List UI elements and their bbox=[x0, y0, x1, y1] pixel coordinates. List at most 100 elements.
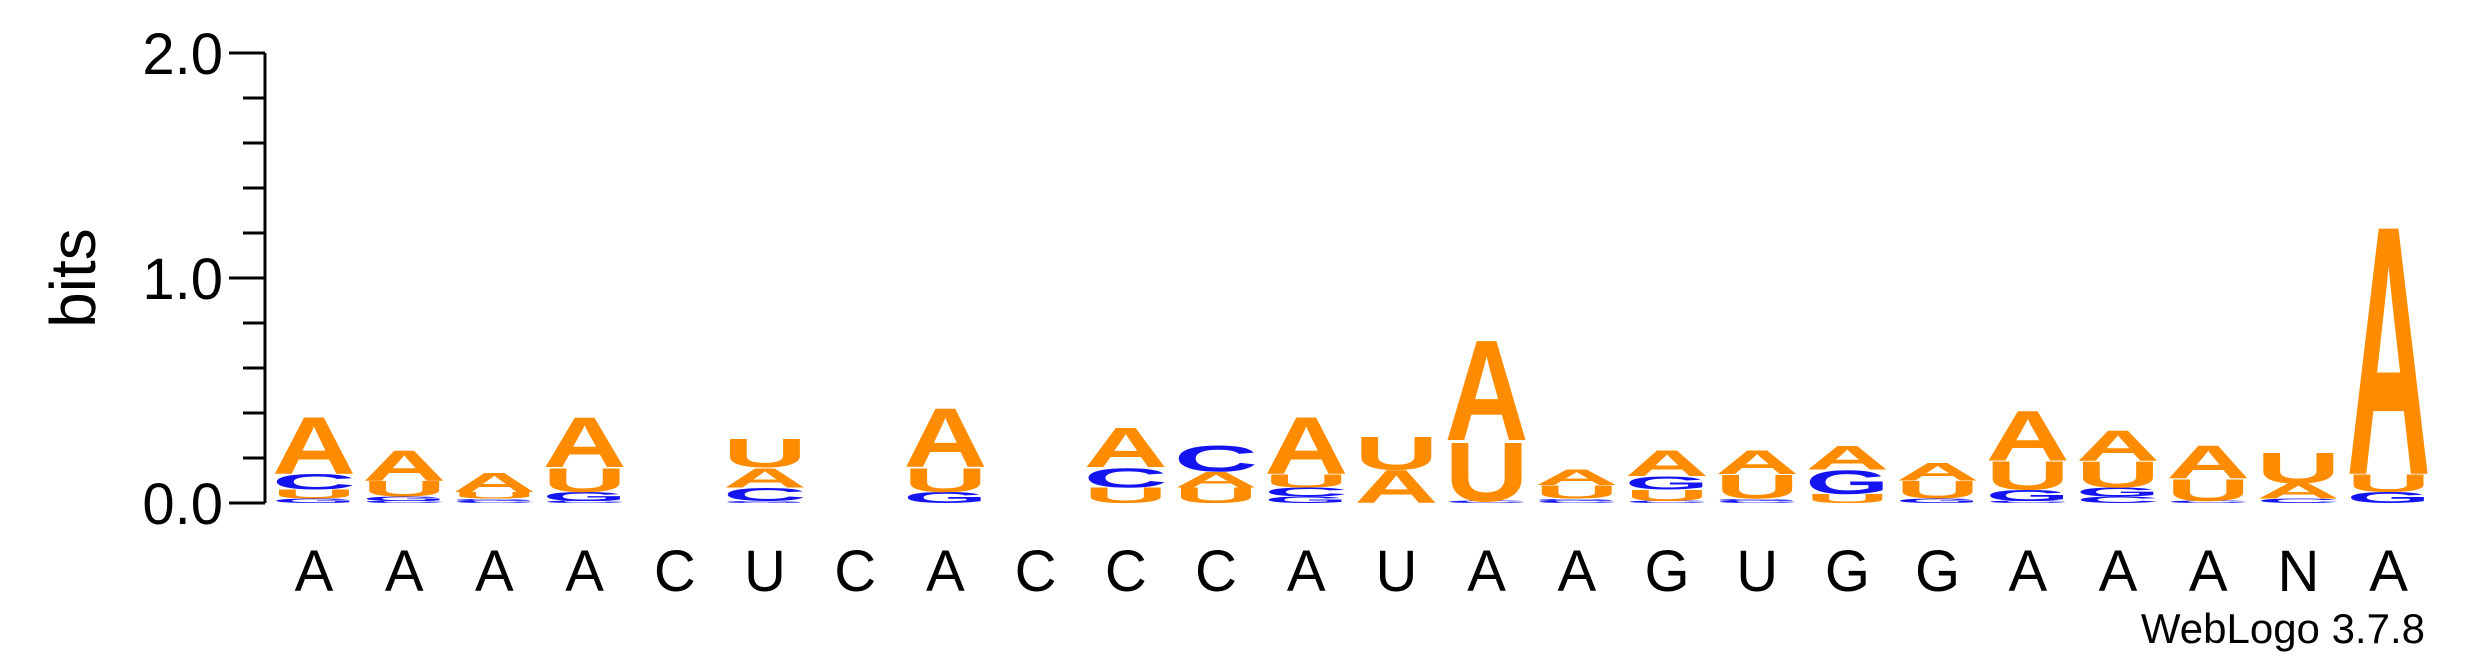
logo-letter-a: A bbox=[1264, 401, 1348, 492]
logo-letter-u: U bbox=[543, 461, 627, 499]
logo-letter-a: A bbox=[1084, 417, 1168, 480]
logo-letter-a: A bbox=[543, 402, 627, 482]
logo-letter-u: U bbox=[2256, 443, 2340, 492]
logo-letter-u: U bbox=[272, 487, 356, 501]
x-position-label: A bbox=[475, 539, 514, 604]
logo-letter-a: A bbox=[2256, 479, 2340, 504]
logo-letter-g: G bbox=[1625, 473, 1709, 494]
x-position-label: U bbox=[1736, 539, 1778, 604]
logo-letter-g: G bbox=[723, 500, 807, 503]
logo-letter-g: G bbox=[1264, 495, 1348, 505]
logo-letter-c: C bbox=[2256, 497, 2340, 504]
logo-letter-u: U bbox=[362, 476, 446, 501]
x-position-label: C bbox=[1105, 539, 1147, 604]
x-position-label: N bbox=[2277, 539, 2319, 604]
logo-letter-u: U bbox=[2076, 454, 2160, 496]
logo-letter-u: U bbox=[723, 431, 807, 476]
logo-letter-a: A bbox=[1715, 443, 1799, 481]
logo-letter-g: G bbox=[1715, 498, 1799, 501]
logo-letter-a: A bbox=[1445, 310, 1529, 471]
logo-letter-a: A bbox=[1535, 465, 1619, 490]
x-position-label: G bbox=[1644, 539, 1689, 604]
x-position-label: A bbox=[565, 539, 604, 604]
logo-letter-c: C bbox=[1445, 500, 1529, 503]
logo-letter-u: U bbox=[903, 461, 987, 499]
y-axis-ticks: 0.0 1.0 2.0 bbox=[142, 22, 265, 537]
x-position-label: A bbox=[2189, 539, 2228, 604]
x-position-label: A bbox=[1557, 539, 1596, 604]
logo-letter-c: C bbox=[723, 484, 807, 505]
logo-letter-a: A bbox=[1805, 438, 1889, 476]
y-axis-label: bits bbox=[37, 228, 109, 328]
x-position-label: A bbox=[2008, 539, 2047, 604]
logo-letter-a: A bbox=[1174, 467, 1258, 492]
x-position-label: A bbox=[2099, 539, 2138, 604]
x-position-label: C bbox=[654, 539, 696, 604]
logo-letter-u: U bbox=[2347, 469, 2431, 497]
logo-letter-c: C bbox=[272, 470, 356, 495]
x-position-label: A bbox=[295, 539, 334, 604]
x-position-label: A bbox=[1287, 539, 1326, 604]
logo-letter-u: U bbox=[1986, 453, 2070, 498]
y-tick-label: 1.0 bbox=[142, 247, 223, 312]
logo-letter-g: G bbox=[2076, 485, 2160, 499]
logo-letter-u: U bbox=[1084, 483, 1168, 508]
logo-letter-a: A bbox=[723, 462, 807, 494]
x-position-label: G bbox=[1825, 539, 1870, 604]
x-position-label: C bbox=[1195, 539, 1237, 604]
logo-letter-c: C bbox=[362, 500, 446, 503]
logo-letter-u: U bbox=[1445, 424, 1529, 519]
logo-letter-a: A bbox=[362, 441, 446, 490]
x-position-label: C bbox=[834, 539, 876, 604]
logo-letter-a: A bbox=[1625, 443, 1709, 485]
logo-letter-c: C bbox=[2076, 495, 2160, 505]
logo-letter-g: G bbox=[272, 497, 356, 504]
logo-letter-c: C bbox=[1986, 500, 2070, 503]
logo-letter-g: G bbox=[452, 498, 536, 501]
logo-letter-c: C bbox=[543, 500, 627, 503]
x-position-label: C bbox=[1015, 539, 1057, 604]
logo-letter-a: A bbox=[452, 466, 536, 498]
logo-letter-a: A bbox=[2166, 436, 2250, 488]
logo-letter-g: G bbox=[1535, 498, 1619, 501]
logo-letter-g: G bbox=[1986, 487, 2070, 504]
logo-letter-u: U bbox=[2166, 473, 2250, 508]
logo-letter-a: A bbox=[1354, 461, 1438, 513]
logo-letter-g: G bbox=[2347, 489, 2431, 506]
logo-letter-c: C bbox=[2166, 500, 2250, 503]
logo-letter-a: A bbox=[2076, 420, 2160, 469]
logo-letter-u: U bbox=[1354, 427, 1438, 479]
logo-letter-a: A bbox=[903, 391, 987, 486]
logo-letter-g: G bbox=[1896, 497, 1980, 504]
y-tick-label: 2.0 bbox=[142, 22, 223, 87]
x-position-label: G bbox=[1915, 539, 1960, 604]
logo-letter-u: U bbox=[1896, 476, 1980, 504]
x-position-label: A bbox=[2369, 539, 2408, 604]
logo-letter-c: C bbox=[1084, 462, 1168, 494]
logo-letter-a: A bbox=[272, 401, 356, 492]
x-position-label: A bbox=[926, 539, 965, 604]
logo-letter-u: U bbox=[1715, 468, 1799, 506]
logo-letter-u: U bbox=[1535, 482, 1619, 503]
logo-letter-g: G bbox=[362, 495, 446, 502]
x-position-label: U bbox=[744, 539, 786, 604]
logo-letter-c: C bbox=[1174, 438, 1258, 480]
logo-letter-u: U bbox=[1805, 492, 1889, 506]
logo-letter-u: U bbox=[1264, 470, 1348, 491]
logo-letter-g: G bbox=[543, 490, 627, 504]
x-position-label: U bbox=[1375, 539, 1417, 604]
logo-letter-u: U bbox=[1174, 483, 1258, 508]
logo-letter-u: U bbox=[1625, 487, 1709, 505]
y-tick-label: 0.0 bbox=[142, 472, 223, 537]
logo-letter-a: A bbox=[1986, 396, 2070, 476]
logo-letter-c: C bbox=[1625, 500, 1709, 503]
logo-letter-c: C bbox=[452, 500, 536, 503]
logo-letter-c: C bbox=[1264, 485, 1348, 499]
logo-letter-g: G bbox=[903, 489, 987, 506]
logo-letter-a: A bbox=[1896, 458, 1980, 486]
logo-letter-g: G bbox=[1805, 463, 1889, 502]
x-position-label: A bbox=[1467, 539, 1506, 604]
